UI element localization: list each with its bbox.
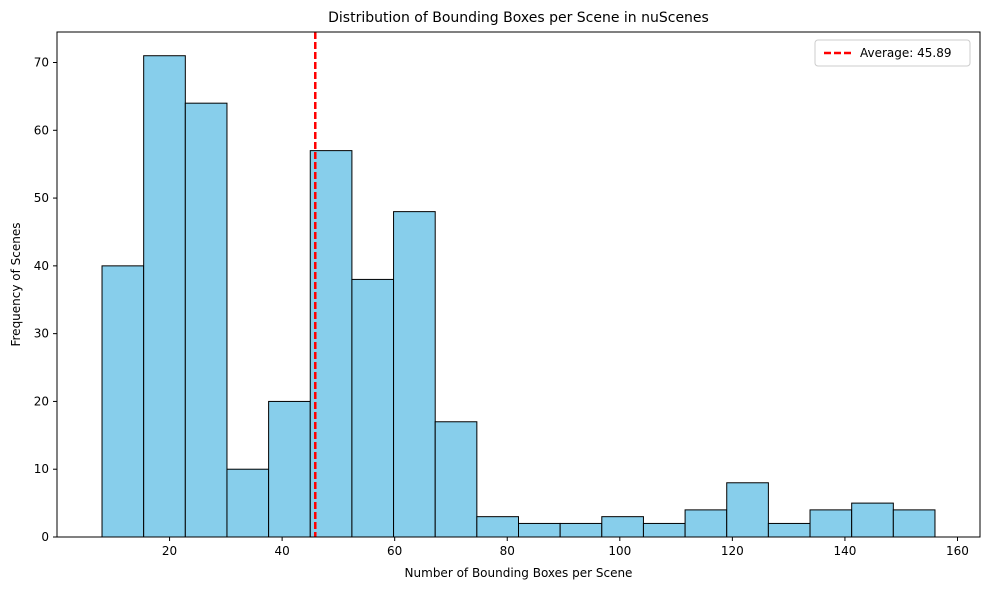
y-tick-label: 70 [34, 56, 49, 70]
plot-frame [56, 31, 981, 538]
histogram-bar [268, 400, 311, 538]
histogram-bar [767, 522, 811, 538]
histogram-bar [726, 482, 769, 538]
y-tick-label: 20 [34, 394, 49, 408]
x-tick-label: 20 [162, 544, 177, 558]
histogram-bar [642, 522, 686, 538]
x-tick-label: 100 [608, 544, 631, 558]
y-tick-label: 60 [34, 123, 49, 137]
legend-box [814, 39, 971, 67]
histogram-bar [518, 522, 561, 538]
histogram-bar [226, 468, 270, 538]
chart-title: Distribution of Bounding Boxes per Scene… [328, 10, 709, 26]
histogram-bar [559, 522, 603, 538]
histogram-bar [809, 509, 853, 538]
y-tick-label: 50 [34, 191, 49, 205]
histogram-bar [892, 509, 936, 538]
x-tick-label: 160 [946, 544, 969, 558]
histogram-bar [684, 509, 728, 538]
histogram-bar [351, 278, 395, 538]
y-axis-label: Frequency of Scenes [9, 222, 23, 346]
x-tick-label: 60 [387, 544, 402, 558]
histogram-bar [143, 55, 186, 538]
y-tick-label: 10 [34, 462, 49, 476]
histogram-bar [184, 102, 228, 538]
bars-group [101, 55, 936, 538]
x-axis-label: Number of Bounding Boxes per Scene [405, 566, 633, 580]
legend: Average: 45.89 [814, 39, 971, 67]
y-axis-ticks: 0 10 20 30 40 50 60 70 [34, 56, 57, 544]
y-tick-label: 0 [41, 530, 49, 544]
y-tick-label: 40 [34, 259, 49, 273]
x-axis-ticks: 20 40 60 80 100 120 140 160 [162, 537, 969, 558]
histogram-bar [434, 421, 478, 538]
x-tick-label: 80 [500, 544, 515, 558]
histogram-bar [101, 265, 145, 538]
x-tick-label: 40 [274, 544, 289, 558]
histogram-bar [601, 516, 644, 538]
y-tick-label: 30 [34, 327, 49, 341]
histogram-bar [476, 516, 520, 538]
histogram-bar [393, 211, 436, 538]
x-tick-label: 140 [833, 544, 856, 558]
histogram-bar [851, 502, 894, 538]
legend-label-average: Average: 45.89 [860, 46, 952, 60]
x-tick-label: 120 [721, 544, 744, 558]
